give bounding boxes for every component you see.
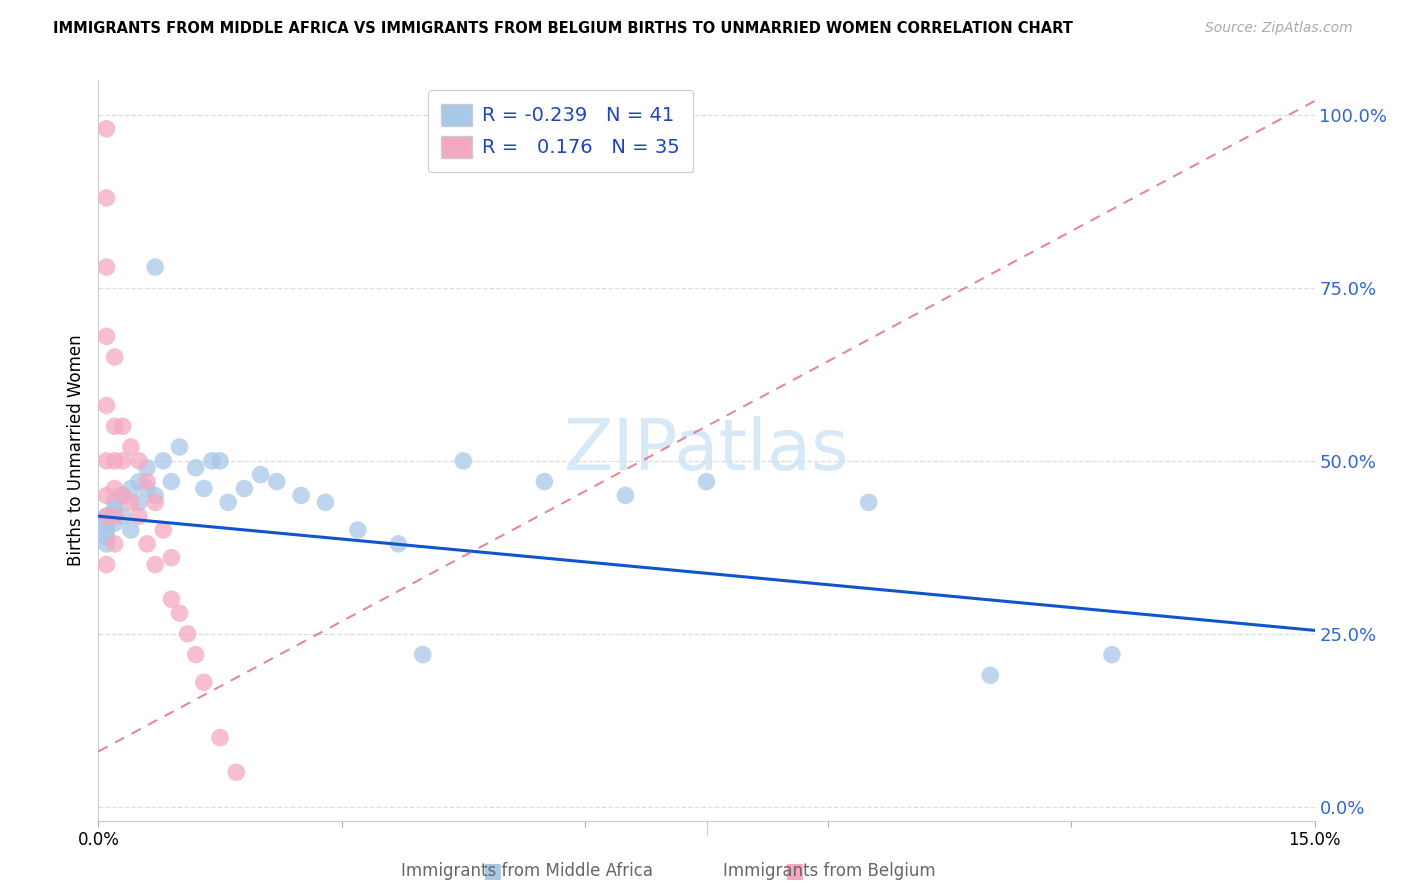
- Point: [104, 350, 127, 364]
- Point: [96, 488, 118, 502]
- Text: IMMIGRANTS FROM MIDDLE AFRICA VS IMMIGRANTS FROM BELGIUM BIRTHS TO UNMARRIED WOM: IMMIGRANTS FROM MIDDLE AFRICA VS IMMIGRA…: [53, 21, 1073, 36]
- Point: [96, 399, 118, 413]
- Point: [96, 329, 118, 343]
- Point: [209, 731, 232, 745]
- Point: [614, 488, 637, 502]
- Point: [104, 509, 127, 524]
- Point: [209, 454, 232, 468]
- Point: [453, 454, 475, 468]
- Point: [233, 482, 256, 496]
- Text: ■: ■: [482, 862, 502, 881]
- Point: [120, 523, 142, 537]
- Point: [217, 495, 239, 509]
- Point: [201, 454, 224, 468]
- Point: [128, 509, 150, 524]
- Point: [111, 419, 134, 434]
- Point: [169, 440, 191, 454]
- Point: [96, 530, 118, 544]
- Point: [858, 495, 880, 509]
- Point: [104, 537, 127, 551]
- Point: [136, 482, 159, 496]
- Point: [290, 488, 312, 502]
- Point: [225, 765, 247, 780]
- Point: [96, 509, 118, 524]
- Point: [387, 537, 409, 551]
- Point: [143, 260, 166, 274]
- Point: [96, 516, 118, 530]
- Point: [1101, 648, 1123, 662]
- Point: [136, 537, 159, 551]
- Point: [184, 648, 207, 662]
- Text: ■: ■: [785, 862, 804, 881]
- Point: [96, 523, 118, 537]
- Point: [120, 482, 142, 496]
- Point: [249, 467, 271, 482]
- Point: [979, 668, 1001, 682]
- Point: [152, 523, 174, 537]
- Legend: R = -0.239   N = 41, R =   0.176   N = 35: R = -0.239 N = 41, R = 0.176 N = 35: [427, 90, 693, 172]
- Point: [104, 454, 127, 468]
- Point: [412, 648, 434, 662]
- Point: [193, 482, 215, 496]
- Point: [347, 523, 370, 537]
- Point: [533, 475, 555, 489]
- Point: [111, 509, 134, 524]
- Point: [266, 475, 288, 489]
- Point: [96, 537, 118, 551]
- Point: [120, 495, 142, 509]
- Point: [176, 627, 198, 641]
- Y-axis label: Births to Unmarried Women: Births to Unmarried Women: [66, 334, 84, 566]
- Point: [169, 606, 191, 620]
- Point: [136, 460, 159, 475]
- Point: [96, 558, 118, 572]
- Point: [193, 675, 215, 690]
- Point: [136, 475, 159, 489]
- Point: [152, 454, 174, 468]
- Point: [111, 454, 134, 468]
- Point: [104, 502, 127, 516]
- Point: [104, 419, 127, 434]
- Point: [111, 488, 134, 502]
- Text: Immigrants from Belgium: Immigrants from Belgium: [723, 863, 936, 880]
- Point: [96, 454, 118, 468]
- Point: [696, 475, 718, 489]
- Point: [104, 495, 127, 509]
- Point: [96, 260, 118, 274]
- Point: [143, 558, 166, 572]
- Point: [111, 488, 134, 502]
- Point: [143, 488, 166, 502]
- Point: [143, 495, 166, 509]
- Point: [160, 550, 183, 565]
- Text: ZIPatlas: ZIPatlas: [564, 416, 849, 485]
- Point: [96, 191, 118, 205]
- Text: Source: ZipAtlas.com: Source: ZipAtlas.com: [1205, 21, 1353, 35]
- Point: [120, 440, 142, 454]
- Point: [184, 460, 207, 475]
- Point: [104, 482, 127, 496]
- Point: [128, 495, 150, 509]
- Point: [160, 592, 183, 607]
- Point: [128, 475, 150, 489]
- Point: [104, 516, 127, 530]
- Point: [128, 454, 150, 468]
- Point: [160, 475, 183, 489]
- Point: [96, 121, 118, 136]
- Point: [96, 509, 118, 524]
- Text: Immigrants from Middle Africa: Immigrants from Middle Africa: [401, 863, 654, 880]
- Point: [314, 495, 336, 509]
